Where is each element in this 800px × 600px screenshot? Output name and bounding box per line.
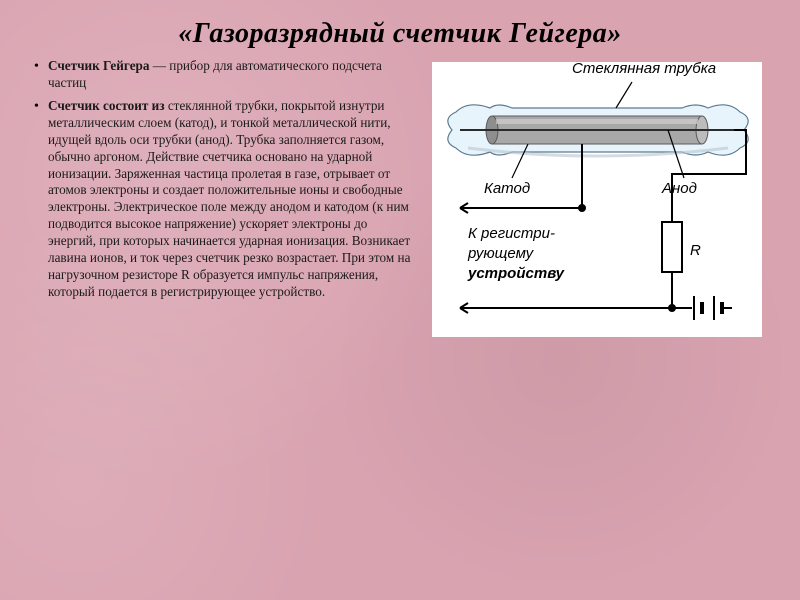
text-column: Счетчик Гейгера — прибор для автоматичес… — [34, 58, 414, 306]
content-columns: Счетчик Гейгера — прибор для автоматичес… — [34, 58, 766, 337]
slide-title: «Газоразрядный счетчик Гейгера» — [34, 18, 766, 50]
geiger-svg — [432, 62, 762, 337]
bullet-item: Счетчик состоит из стеклянной трубки, по… — [48, 98, 414, 301]
label-resistor: R — [690, 242, 701, 259]
label-to-device-3: устройству — [468, 265, 564, 282]
cathode-highlight — [496, 119, 698, 124]
diagram-column: Стеклянная трубка Катод Анод К регистри-… — [432, 58, 766, 337]
label-glass-tube: Стеклянная трубка — [572, 60, 716, 77]
geiger-diagram: Стеклянная трубка Катод Анод К регистри-… — [432, 62, 762, 337]
bullet-item: Счетчик Гейгера — прибор для автоматичес… — [48, 58, 414, 92]
node-2 — [669, 305, 675, 311]
bullet-bold: Счетчик состоит из — [48, 98, 165, 113]
bullet-list: Счетчик Гейгера — прибор для автоматичес… — [34, 58, 414, 300]
bullet-rest: стеклянной трубки, покрытой изнутри мета… — [48, 98, 410, 299]
diagram-bg — [432, 62, 762, 337]
label-to-device-2: рующему — [468, 245, 533, 262]
slide-root: «Газоразрядный счетчик Гейгера» Счетчик … — [0, 0, 800, 600]
label-anode: Анод — [662, 180, 697, 197]
resistor-symbol — [662, 222, 682, 272]
node-1 — [579, 205, 585, 211]
bullet-bold: Счетчик Гейгера — [48, 58, 149, 73]
label-to-device-1: К регистри- — [468, 225, 555, 242]
label-cathode: Катод — [484, 180, 530, 197]
